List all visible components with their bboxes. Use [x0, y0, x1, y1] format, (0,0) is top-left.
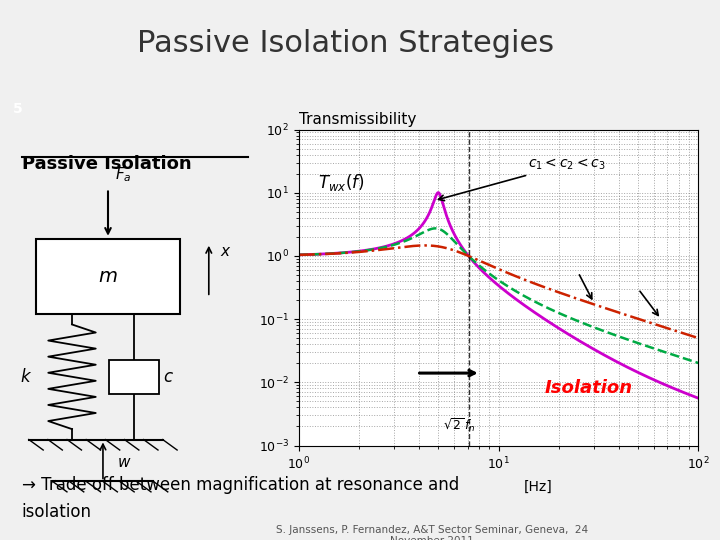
Text: $m$: $m$	[98, 267, 118, 286]
Text: $c$: $c$	[163, 368, 174, 386]
Text: Passive Isolation Strategies: Passive Isolation Strategies	[137, 29, 554, 58]
Bar	[109, 360, 159, 394]
Text: $F_a$: $F_a$	[115, 166, 132, 184]
Text: Isolation: Isolation	[544, 379, 633, 397]
Text: Transmissibility: Transmissibility	[299, 112, 416, 127]
Text: Passive Isolation: Passive Isolation	[22, 155, 192, 173]
Text: $w$: $w$	[117, 455, 132, 470]
Text: $x$: $x$	[220, 244, 231, 259]
Text: $T_{wx}(f)$: $T_{wx}(f)$	[318, 172, 364, 193]
Text: $k$: $k$	[20, 368, 32, 386]
Text: isolation: isolation	[22, 503, 91, 521]
Text: $c_1 < c_2 < c_3$: $c_1 < c_2 < c_3$	[438, 157, 606, 201]
Text: 5: 5	[13, 103, 23, 116]
Text: S. Janssens, P. Fernandez, A&T Sector Seminar, Geneva,  24: S. Janssens, P. Fernandez, A&T Sector Se…	[276, 525, 588, 535]
Text: → Trade off between magnification at resonance and: → Trade off between magnification at res…	[22, 476, 459, 494]
Text: November 2011: November 2011	[390, 536, 474, 540]
Text: $\sqrt{2}\,f_n$: $\sqrt{2}\,f_n$	[444, 416, 476, 434]
Bar	[36, 239, 180, 314]
Text: [Hz]: [Hz]	[524, 480, 553, 494]
